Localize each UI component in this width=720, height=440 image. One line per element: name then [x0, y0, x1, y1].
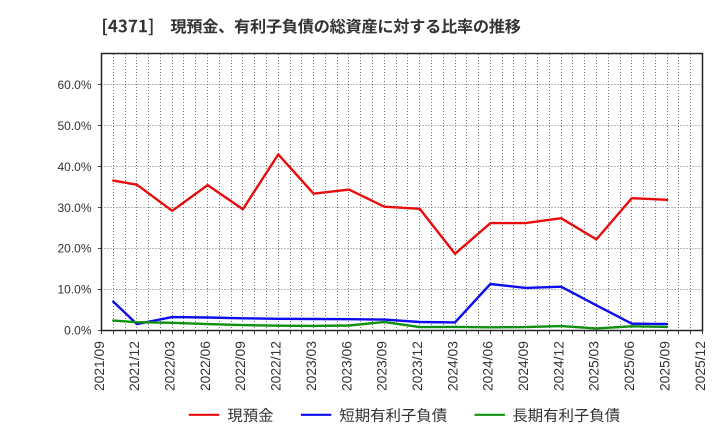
svg-text:2024/06: 2024/06: [481, 341, 496, 391]
svg-text:2025/12: 2025/12: [693, 341, 708, 391]
svg-text:2021/09: 2021/09: [92, 341, 107, 391]
svg-text:2024/03: 2024/03: [445, 341, 460, 391]
svg-text:2022/09: 2022/09: [233, 341, 248, 391]
svg-text:60.0%: 60.0%: [57, 78, 91, 92]
svg-text:2024/12: 2024/12: [551, 341, 566, 391]
svg-text:2022/06: 2022/06: [198, 341, 213, 391]
svg-text:2023/03: 2023/03: [304, 341, 319, 391]
svg-text:0.0%: 0.0%: [64, 323, 92, 337]
svg-text:2022/03: 2022/03: [163, 341, 178, 391]
svg-text:40.0%: 40.0%: [57, 160, 91, 174]
svg-text:30.0%: 30.0%: [57, 201, 91, 215]
svg-text:2023/06: 2023/06: [339, 341, 354, 391]
svg-text:2021/12: 2021/12: [127, 341, 142, 391]
svg-text:2022/12: 2022/12: [269, 341, 284, 391]
svg-text:2025/03: 2025/03: [587, 341, 602, 391]
svg-text:2025/06: 2025/06: [622, 341, 637, 391]
svg-text:2023/12: 2023/12: [410, 341, 425, 391]
svg-text:2025/09: 2025/09: [657, 341, 672, 391]
svg-text:10.0%: 10.0%: [57, 283, 91, 297]
svg-text:50.0%: 50.0%: [57, 119, 91, 133]
svg-text:20.0%: 20.0%: [57, 242, 91, 256]
svg-text:2024/09: 2024/09: [516, 341, 531, 391]
svg-text:2023/09: 2023/09: [375, 341, 390, 391]
